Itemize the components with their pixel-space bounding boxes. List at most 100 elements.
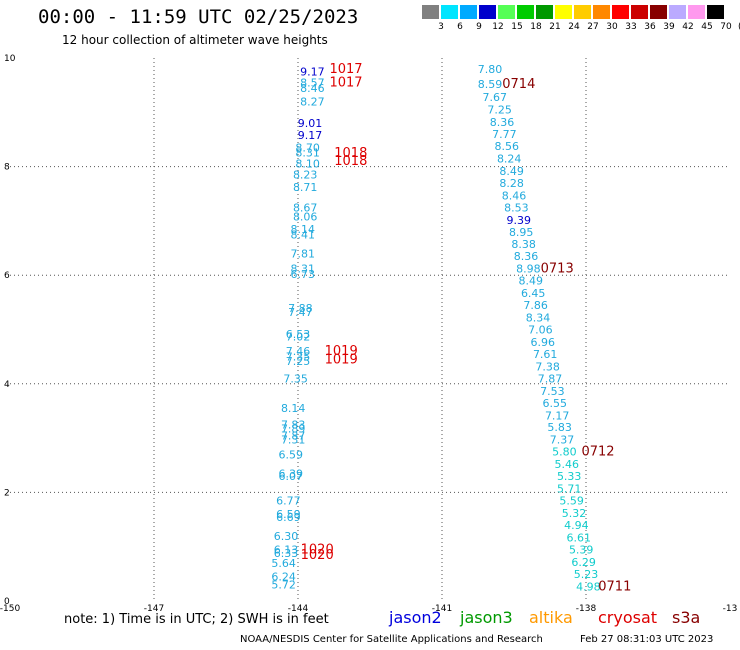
wave-height-label: 6.73: [291, 268, 316, 281]
wave-height-label: 6.13: [274, 543, 299, 556]
wave-height-label: 6.45: [521, 287, 546, 300]
color-scale-label: 15: [511, 22, 523, 32]
wave-height-label: 5.23: [574, 568, 599, 581]
color-scale-label: 27: [587, 22, 599, 32]
wave-height-label: 7.25: [286, 355, 311, 368]
wave-height-label: 7.37: [550, 434, 575, 447]
time-label: 1019: [325, 344, 358, 359]
color-scale-label: 18: [530, 22, 542, 32]
wave-height-label: 5.64: [271, 557, 296, 570]
color-scale-swatch: [593, 5, 610, 19]
wave-height-label: 5.33: [557, 470, 582, 483]
y-tick-label: 8: [4, 163, 10, 173]
wave-height-label: 7.31: [281, 434, 306, 447]
wave-height-label: 8.46: [300, 82, 325, 95]
time-label: 0712: [581, 445, 614, 460]
color-scale-swatch: [631, 5, 648, 19]
time-label: 0714: [502, 77, 535, 92]
time-label: 1018: [334, 154, 367, 169]
x-tick-label: -150: [0, 604, 20, 614]
x-tick-label: -141: [432, 604, 452, 614]
time-label: 0713: [541, 262, 574, 277]
wave-height-label: 8.24: [497, 152, 522, 165]
wave-height-label: 7.25: [487, 104, 512, 117]
color-scale-swatch: [441, 5, 458, 19]
legend-cryosat: cryosat: [598, 608, 658, 627]
legend-s3a: s3a: [672, 608, 701, 627]
color-scale-swatch: [669, 5, 686, 19]
wave-height-label: 6.24: [271, 571, 296, 584]
wave-height-label: 7.46: [286, 345, 311, 358]
color-scale-label: 12: [492, 22, 504, 32]
wave-height-label: 8.10: [295, 157, 320, 170]
wave-height-label: 8.98: [516, 263, 541, 276]
wave-height-label: 5.80: [552, 446, 577, 459]
wave-height-label: 8.67: [293, 201, 318, 214]
wave-height-label: 8.28: [499, 177, 524, 190]
wave-height-label: 5.71: [557, 483, 582, 496]
y-tick-label: 0: [4, 597, 10, 607]
time-label: 1019: [325, 352, 358, 367]
color-scale-swatch: [688, 5, 705, 19]
color-scale-label: 6: [457, 22, 463, 32]
wave-height-label: 8.23: [293, 169, 318, 182]
wave-height-label: 9.01: [298, 117, 323, 130]
wave-height-label: 8.36: [490, 116, 515, 129]
page-subtitle: 12 hour collection of altimeter wave hei…: [62, 33, 328, 47]
wave-height-label: 8.57: [300, 76, 325, 89]
wave-height-label: 6.29: [571, 556, 596, 569]
wave-height-label: 6.96: [531, 336, 556, 349]
time-label: 1020: [301, 542, 334, 557]
color-scale-label: 24: [568, 22, 580, 32]
wave-height-label: 7.87: [281, 429, 306, 442]
wave-height-label: 7.83: [281, 419, 306, 432]
color-scale-label: 36: [644, 22, 656, 32]
wave-height-label: 9.17: [298, 129, 323, 142]
wave-height-label: 8.56: [495, 140, 520, 153]
wave-height-label: 6.61: [567, 531, 592, 544]
chart-points: 9.178.578.468.279.019.178.708.318.108.23…: [271, 62, 631, 594]
wave-height-label: 7.81: [291, 247, 316, 260]
legend-jason2: jason2: [389, 608, 442, 627]
wave-height-label: 7.61: [533, 348, 558, 361]
color-scale-label: 42: [682, 22, 694, 32]
wave-height-label: 8.14: [281, 402, 306, 415]
wave-height-label: 8.49: [519, 275, 544, 288]
wave-height-label: 8.41: [291, 228, 316, 241]
page-title: 00:00 - 11:59 UTC 02/25/2023: [38, 6, 359, 28]
wave-height-label: 7.80: [478, 63, 503, 76]
y-tick-label: 10: [4, 54, 16, 64]
wave-height-label: 6.30: [274, 530, 299, 543]
chart-axes: -150 -147 -144 -141 -138 -13 0 2 4 6 8 10: [0, 54, 737, 614]
color-scale-swatch: [574, 5, 591, 19]
y-tick-label: 6: [4, 271, 10, 281]
color-scale-label: 3: [438, 22, 444, 32]
y-tick-label: 2: [4, 488, 10, 498]
color-scale-label: 30: [606, 22, 618, 32]
color-scale-swatch: [612, 5, 629, 19]
color-scale-swatch: [422, 5, 439, 19]
color-scale-label: 9: [476, 22, 482, 32]
color-scale-label: 21: [549, 22, 561, 32]
wave-height-label: 8.95: [509, 226, 534, 239]
wave-height-label: 6.55: [543, 397, 568, 410]
wave-height-label: 5.59: [559, 495, 584, 508]
wave-height-label: 8.34: [526, 312, 551, 325]
wave-height-label: 7.89: [281, 422, 306, 435]
wave-height-label: 7.53: [540, 385, 565, 398]
color-scale-swatch: [650, 5, 667, 19]
wave-height-label: 9.17: [300, 66, 325, 79]
color-scale-swatch: [498, 5, 515, 19]
footer-credit: NOAA/NESDIS Center for Satellite Applica…: [240, 634, 543, 645]
x-tick-label: -147: [144, 604, 164, 614]
wave-height-label: 7.86: [523, 299, 548, 312]
wave-height-label: 6.53: [286, 328, 311, 341]
wave-height-label: 6.07: [279, 470, 304, 483]
wave-height-label: 7.47: [288, 306, 313, 319]
chart-grid: [10, 58, 730, 601]
time-label: 1017: [329, 62, 362, 77]
time-label: 1018: [334, 146, 367, 161]
wave-height-label: 8.70: [295, 142, 320, 155]
wave-height-label: 8.31: [291, 263, 316, 276]
